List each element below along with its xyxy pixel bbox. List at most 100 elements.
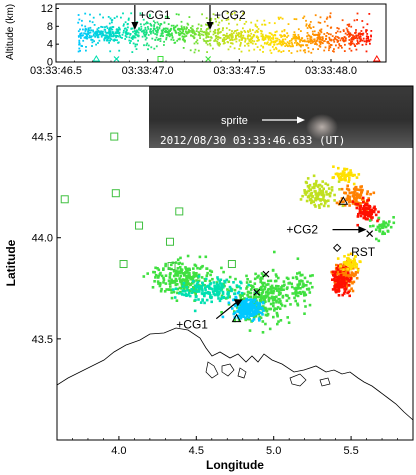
map-point [259,316,263,320]
altitude-point [108,28,110,31]
altitude-point [95,43,97,46]
map-point [200,292,204,295]
altitude-point [256,26,259,28]
map-point [200,265,203,269]
altitude-point [97,36,99,39]
altitude-point [318,36,321,38]
map-point [221,292,225,295]
map-point [269,279,273,283]
map-point [330,189,334,192]
altitude-point [368,40,371,43]
altitude-point [245,20,248,23]
altitude-point [344,43,346,46]
map-point [270,289,273,292]
altitude-point [124,35,127,37]
altitude-point [350,49,353,52]
altitude-point [153,47,156,50]
map-point [239,314,242,318]
altitude-point [326,32,329,34]
map-point [378,224,381,227]
map-point [247,316,251,319]
altitude-point [210,19,212,22]
map-point [192,286,196,289]
map-point [254,295,257,299]
map-point [348,294,351,298]
altitude-point [130,12,133,15]
altitude-point [288,42,290,45]
altitude-point [80,32,83,35]
map-point [195,285,198,288]
map-point [339,264,342,268]
altitude-point [306,44,309,47]
map-point [353,187,357,191]
map-point [351,261,355,265]
altitude-point [223,37,225,39]
map-point [268,327,272,331]
altitude-point [134,45,137,48]
map-point [348,176,351,179]
altitude-point [286,36,288,39]
map-point [322,194,326,197]
altitude-point [88,36,90,39]
altitude-point [206,43,209,46]
map-point [299,274,302,277]
map-point [181,285,185,288]
altitude-point [156,31,159,34]
map-point [238,285,241,288]
altitude-point [145,33,148,35]
map-point [243,305,247,308]
altitude-point [81,19,83,22]
altitude-point [174,30,177,33]
altitude-point [120,16,122,19]
altitude-xtick-label: 03:33:48.0 [305,65,357,77]
map-point [176,267,180,270]
map-point [361,207,364,210]
altitude-point [149,22,152,25]
map-square-marker [227,260,236,269]
altitude-point [201,13,203,16]
altitude-point [265,36,268,38]
map-point [195,279,198,282]
altitude-point [191,30,194,32]
altitude-point [244,31,247,33]
altitude-point [92,33,95,36]
map-point [203,294,206,297]
map-point [164,262,167,266]
map-point [201,283,205,287]
altitude-point [370,34,372,37]
map-point [372,224,375,228]
altitude-point [244,40,246,43]
map-point [320,189,323,193]
map-point [303,294,306,297]
map-point [254,308,258,311]
altitude-point [221,38,224,41]
map-point [190,288,193,291]
altitude-point [217,36,220,38]
altitude-point [108,33,111,35]
map-point [215,289,219,293]
altitude-point [235,32,238,35]
altitude-point [304,49,306,51]
map-point [348,199,352,202]
map-point [323,199,327,203]
altitude-point [239,19,241,21]
map-point [211,290,215,293]
map-point [178,277,181,280]
altitude-point [295,35,298,38]
altitude-point [82,34,84,37]
map-point [247,298,250,302]
map-point [186,279,190,283]
altitude-point [161,32,164,35]
altitude-point [167,23,170,25]
map-point [346,195,350,199]
altitude-point [342,40,345,42]
altitude-point [259,48,261,51]
map-point [347,263,350,267]
map-point [353,201,357,204]
altitude-point [212,22,214,25]
altitude-point [101,26,104,28]
map-point [225,297,228,300]
altitude-point [356,43,358,45]
altitude-point [122,12,124,15]
altitude-point [248,49,251,52]
